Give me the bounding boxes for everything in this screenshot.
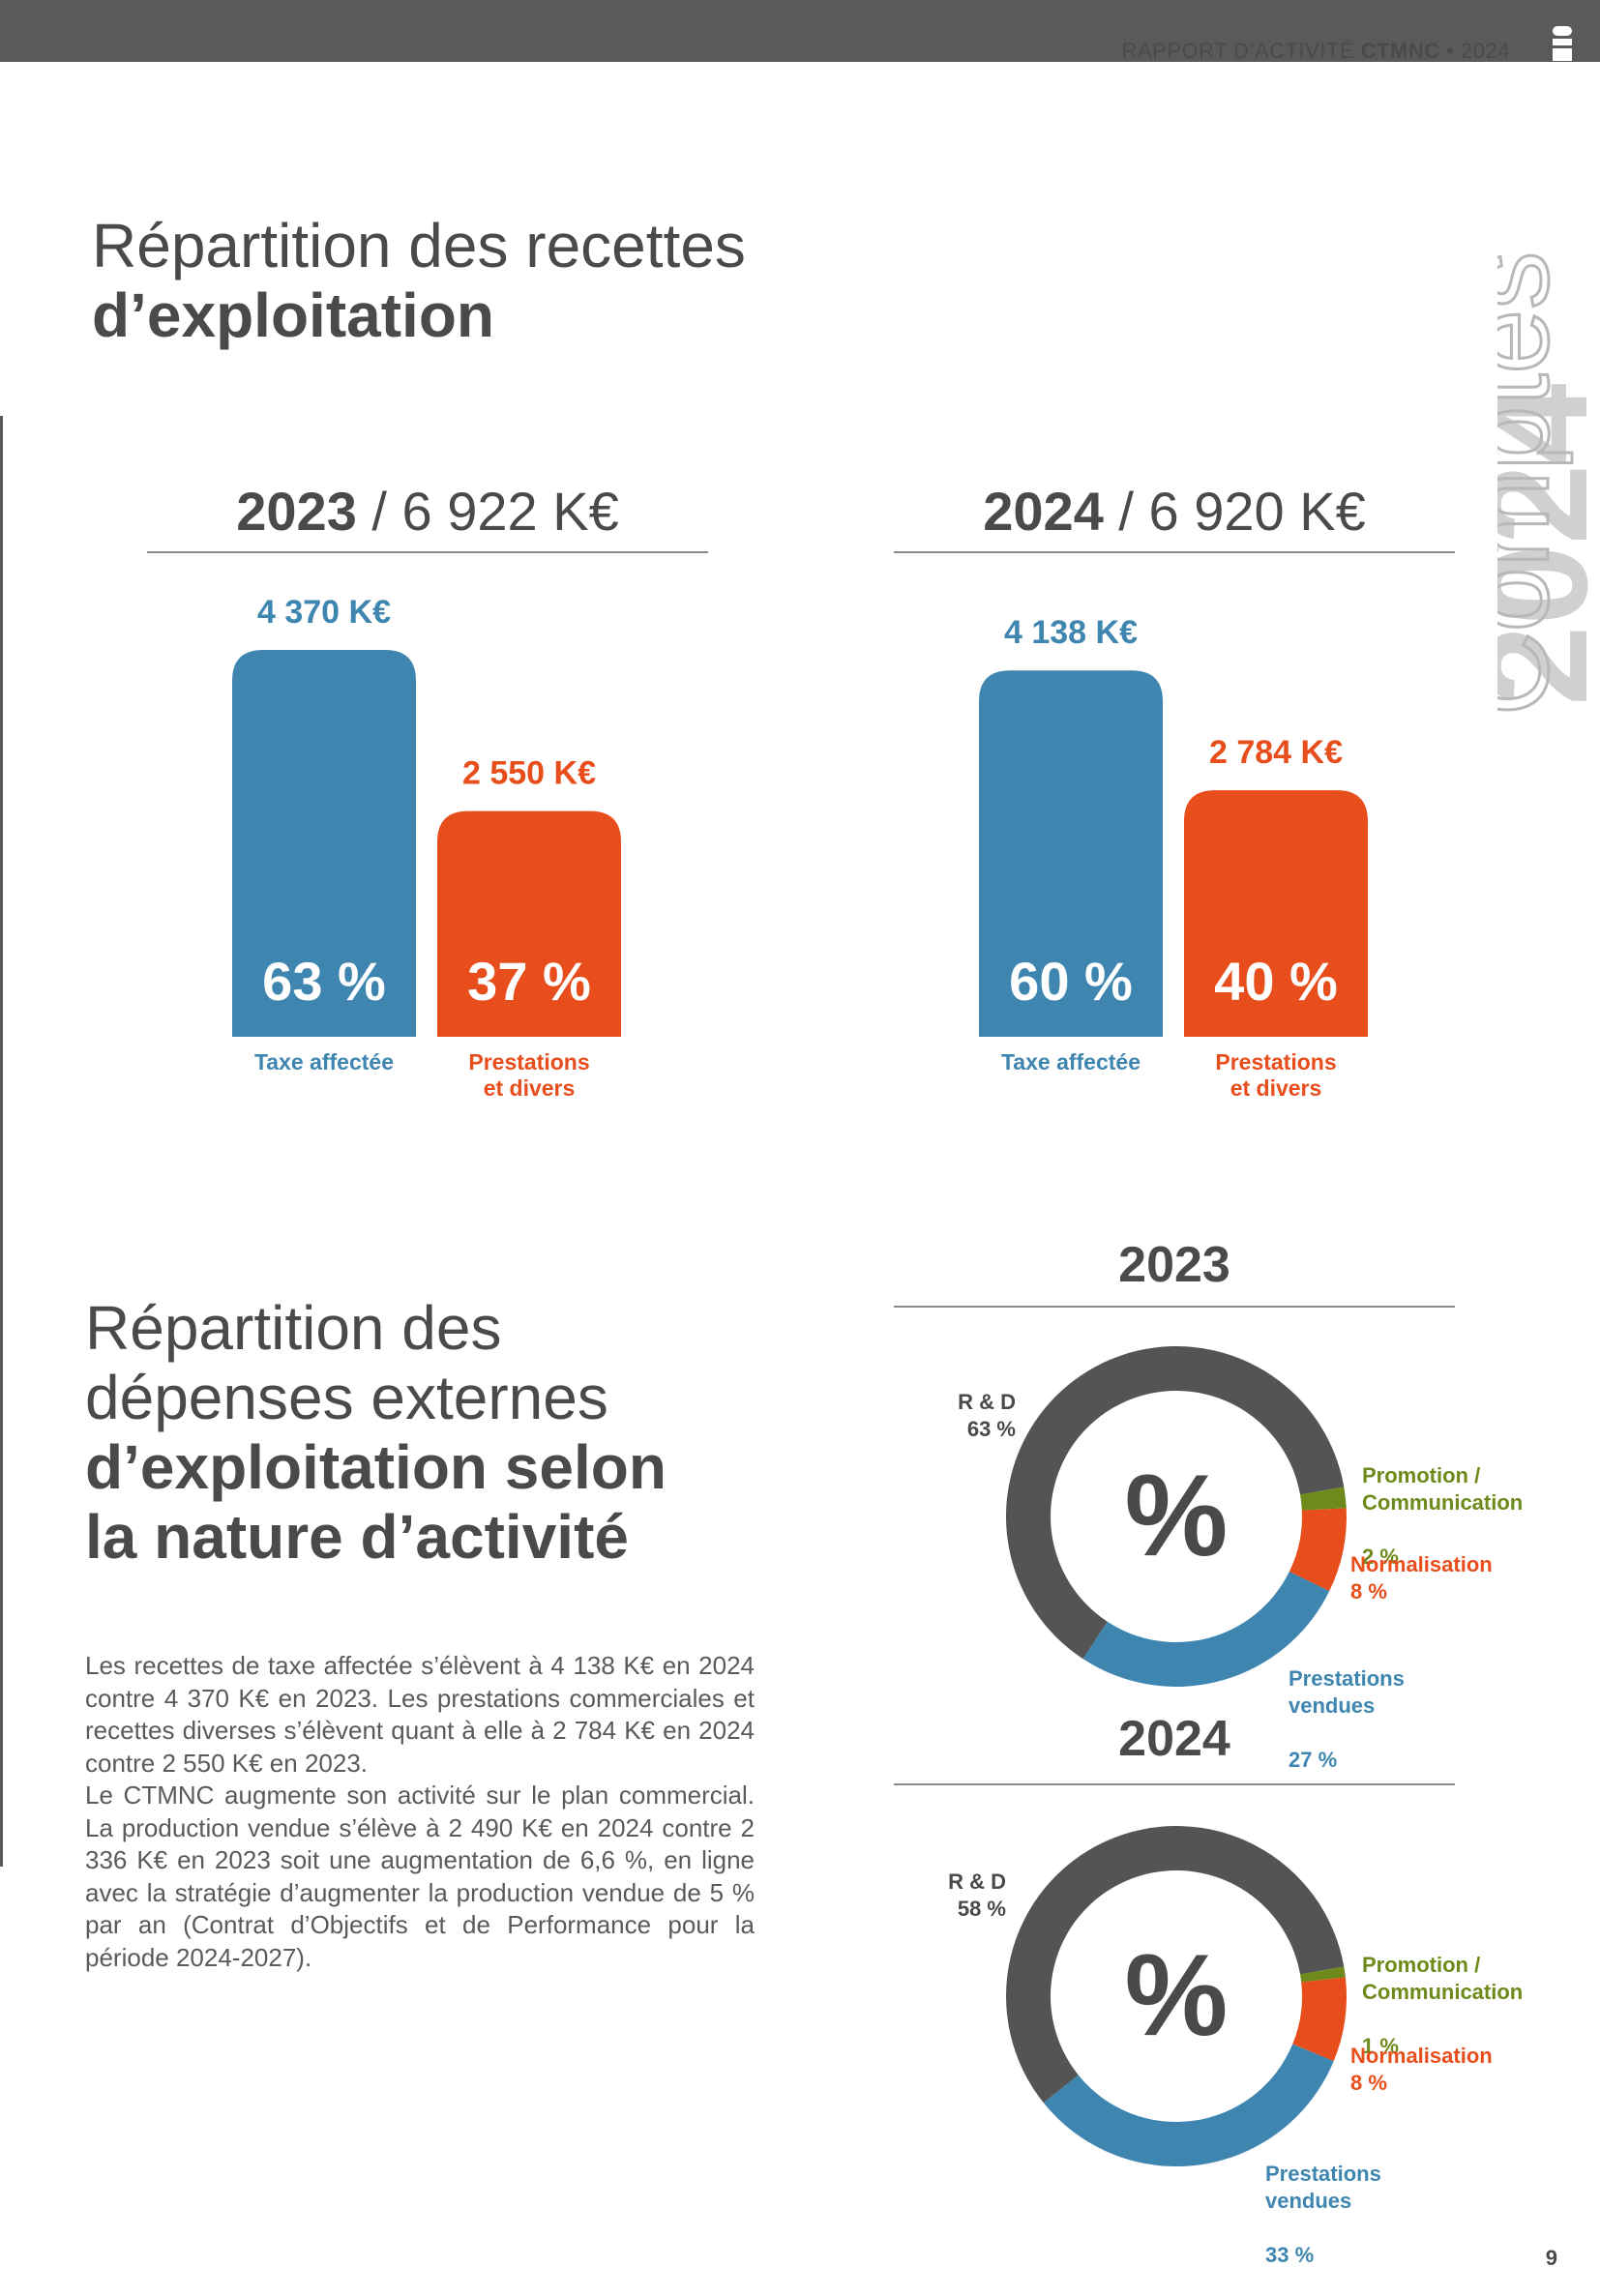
- bar-category-label-2024-1-0: Prestations: [1215, 1049, 1336, 1074]
- section2-title: Répartition des dépenses externes d’expl…: [85, 1293, 667, 1572]
- donut-2024-label-rd: R & D 58 %: [919, 1869, 1006, 1923]
- donut-2024-label-norm-value: 8 %: [1350, 2071, 1387, 2095]
- bar-percent-label-2024-1: 40 %: [1214, 951, 1338, 1012]
- vertical-title-word: Comptes: [1497, 251, 1573, 716]
- donut-2023-label-rd-name: R & D: [958, 1390, 1016, 1414]
- section1-title-line2: d’exploitation: [92, 280, 494, 350]
- donut-2024-label-norm: Normalisation 8 %: [1350, 2043, 1493, 2097]
- section2-title-line4: la nature d’activité: [85, 1502, 629, 1572]
- donut-slice-2024-0: [1006, 1826, 1345, 2104]
- donut-2024-label-prest-value: 33 %: [1265, 2243, 1315, 2267]
- bar-chart-2023-total: 6 922 K€: [401, 481, 619, 542]
- bar-chart-2024: 4 138 K€ 60 % Taxe affectée 2 784 K€ 40 % Pre…: [979, 614, 1368, 1101]
- donut-slice-2023-0: [1006, 1346, 1345, 1660]
- bar-chart-2024-title: 2024 / 6 920 K€: [894, 480, 1455, 543]
- donut-2023-label-promo-name: Promotion / Communication: [1362, 1463, 1524, 1515]
- donut-slice-2024-3: [1043, 2044, 1334, 2166]
- body-text: Les recettes de taxe affectée s’élèvent …: [85, 1650, 755, 1974]
- donut-2023-label-norm-name: Normalisation: [1350, 1552, 1493, 1576]
- donut-2024-label-prest: Prestations vendues 33 %: [1265, 2134, 1381, 2296]
- donut-2023-label-promo-value: 2 %: [1362, 1545, 1399, 1569]
- report-header: RAPPORT D’ACTIVITÉ CTMNC • 2024: [1122, 39, 1510, 64]
- donut-center-symbol-2024: %: [1125, 1930, 1229, 2060]
- bar-category-label-2023-1-0: Prestations: [468, 1049, 589, 1074]
- donut-2024-label-rd-name: R & D: [948, 1869, 1006, 1894]
- donut-slice-2024-2: [1292, 1977, 1347, 2062]
- bar-2023-1: [437, 810, 621, 1037]
- bar-value-label-2024-0: 4 138 K€: [1004, 614, 1138, 651]
- side-rule: [0, 416, 3, 1867]
- donut-slice-2023-3: [1082, 1571, 1330, 1687]
- donut-2024: %: [1006, 1826, 1347, 2166]
- donut-2024-title: 2024: [1118, 1711, 1230, 1767]
- donut-2024-rule: [894, 1783, 1455, 1785]
- bar-chart-2023: 4 370 K€ 63 % Taxe affectée 2 550 K€ 37 % Pre…: [232, 594, 621, 1101]
- section1-title: Répartition des recettes d’exploitation: [92, 211, 746, 350]
- donut-2024-label-rd-value: 58 %: [957, 1897, 1006, 1921]
- bar-category-label-2024-1-1: et divers: [1230, 1075, 1322, 1101]
- section1-title-line1: Répartition des recettes: [92, 211, 746, 280]
- donut-2023-label-rd: R & D 63 %: [929, 1389, 1016, 1443]
- bar-2023-0: [232, 650, 416, 1037]
- top-bar: [0, 0, 1600, 62]
- donut-slice-2023-1: [1300, 1487, 1347, 1511]
- donut-center-symbol-2023: %: [1125, 1451, 1229, 1580]
- donut-slice-2024-1: [1300, 1966, 1346, 1983]
- bar-category-label-2023-0-0: Taxe affectée: [254, 1049, 394, 1074]
- bar-chart-2023-separator: /: [371, 481, 387, 542]
- bar-2024-1: [1184, 790, 1368, 1037]
- donut-2023-title: 2023: [1118, 1237, 1230, 1293]
- donut-2023-label-prest-name: Prestations vendues: [1289, 1666, 1405, 1718]
- donut-2023: %: [1006, 1346, 1347, 1687]
- section2-title-line3: d’exploitation selon: [85, 1432, 667, 1502]
- body-paragraph-2: Le CTMNC augmente son activité sur le pl…: [85, 1781, 755, 1972]
- bar-chart-2024-year: 2024: [983, 481, 1104, 542]
- header-org: CTMNC: [1360, 39, 1440, 63]
- donut-2023-rule: [894, 1306, 1455, 1308]
- donut-2024-label-promo-name: Promotion / Communication: [1362, 1953, 1524, 2004]
- donut-2024-label-promo-value: 1 %: [1362, 2034, 1399, 2058]
- bar-chart-2024-total: 6 920 K€: [1148, 481, 1366, 542]
- section2-title-line1: Répartition des: [85, 1293, 502, 1363]
- header-year: 2024: [1461, 39, 1510, 63]
- vertical-title: 2024 Comptes: [1497, 87, 1600, 716]
- donut-slice-2023-2: [1289, 1508, 1347, 1592]
- donut-2024-label-prest-name: Prestations vendues: [1265, 2162, 1381, 2213]
- donut-2023-label-norm-value: 8 %: [1350, 1579, 1387, 1604]
- bar-percent-label-2023-0: 63 %: [262, 951, 386, 1012]
- bar-value-label-2024-1: 2 784 K€: [1209, 734, 1343, 771]
- bar-chart-2023-title: 2023 / 6 922 K€: [147, 480, 708, 543]
- bar-category-label-2023-1-1: et divers: [484, 1075, 576, 1101]
- body-paragraph-1: Les recettes de taxe affectée s’élèvent …: [85, 1651, 755, 1778]
- donut-2023-label-prest-value: 27 %: [1289, 1748, 1338, 1772]
- page-number: 9: [1545, 2246, 1557, 2270]
- bar-chart-2024-separator: /: [1118, 481, 1134, 542]
- header-prefix: RAPPORT D’ACTIVITÉ: [1121, 39, 1355, 63]
- donut-2023-label-norm: Normalisation 8 %: [1350, 1551, 1493, 1605]
- donut-2024-label-norm-name: Normalisation: [1350, 2044, 1493, 2068]
- header-separator: •: [1446, 39, 1455, 63]
- bar-value-label-2023-0: 4 370 K€: [257, 594, 391, 631]
- donut-2023-label-promo: Promotion / Communication 2 %: [1362, 1435, 1523, 1598]
- logo-icon: [1553, 26, 1572, 61]
- donut-2024-label-promo: Promotion / Communication 1 %: [1362, 1925, 1523, 2087]
- bar-value-label-2023-1: 2 550 K€: [462, 755, 596, 792]
- vertical-title-year: 2024: [1497, 383, 1600, 706]
- bar-2024-0: [979, 670, 1163, 1037]
- section2-title-line2: dépenses externes: [85, 1363, 608, 1432]
- bar-percent-label-2024-0: 60 %: [1009, 951, 1133, 1012]
- bar-chart-2023-year: 2023: [236, 481, 357, 542]
- bar-category-label-2024-0-0: Taxe affectée: [1001, 1049, 1141, 1074]
- donut-2023-label-prest: Prestations vendues 27 %: [1289, 1638, 1405, 1801]
- bar-chart-2024-rule: [894, 551, 1455, 553]
- bar-chart-2023-rule: [147, 551, 708, 553]
- donut-2023-label-rd-value: 63 %: [966, 1417, 1016, 1441]
- bar-percent-label-2023-1: 37 %: [467, 951, 591, 1012]
